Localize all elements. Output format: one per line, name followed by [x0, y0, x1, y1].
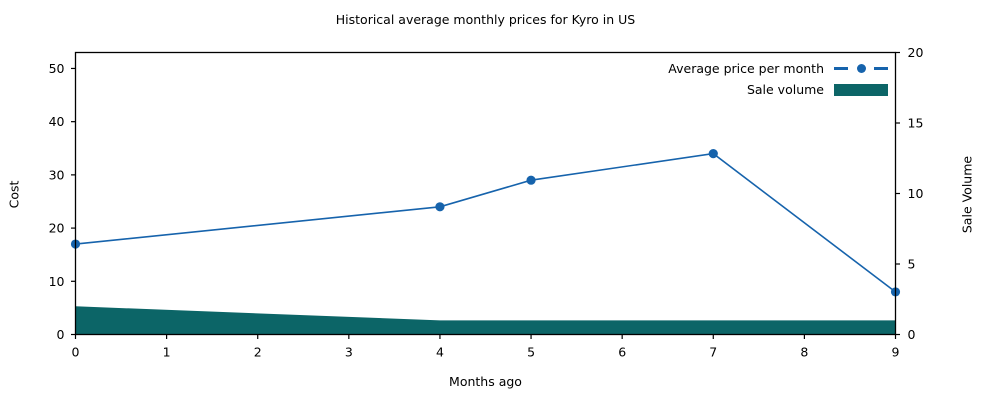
x-axis-label: Months ago	[449, 374, 522, 389]
y-right-tick-label: 10	[908, 186, 924, 201]
x-tick-label: 1	[163, 345, 171, 360]
legend: Average price per month Sale volume	[668, 60, 888, 98]
y-left-tick-label: 0	[57, 327, 65, 342]
y-left-tick-label: 10	[49, 274, 65, 289]
legend-item-price: Average price per month	[668, 60, 888, 77]
price-marker	[708, 148, 718, 159]
y-right-tick-label: 0	[908, 327, 916, 342]
x-tick-label: 6	[618, 345, 626, 360]
legend-item-volume: Sale volume	[747, 81, 888, 98]
x-tick-label: 8	[800, 345, 808, 360]
legend-label-volume: Sale volume	[746, 82, 824, 97]
price-line	[75, 152, 896, 293]
y-left-tick-label: 40	[49, 114, 65, 129]
legend-dash-icon	[874, 67, 888, 70]
price-marker	[435, 202, 445, 212]
y-left-tick-label: 30	[49, 167, 65, 182]
x-tick-label: 5	[527, 345, 535, 360]
y-axis-label-right: Sale Volume	[959, 155, 975, 234]
sale-volume-area	[75, 306, 896, 335]
y-right-tick-label: 15	[908, 116, 924, 131]
price-marker	[526, 175, 536, 185]
x-tick-label: 2	[254, 345, 262, 360]
legend-patch-icon	[834, 83, 888, 96]
x-tick-label: 3	[345, 345, 353, 360]
x-tick-label: 7	[709, 345, 717, 360]
y-axis-label-left: Cost	[6, 180, 22, 209]
x-tick-label: 4	[436, 345, 444, 360]
legend-label-price: Average price per month	[668, 61, 824, 76]
x-tick-label: 9	[892, 345, 900, 360]
y-right-tick-label: 20	[908, 45, 924, 60]
y-left-tick-label: 50	[49, 61, 65, 76]
legend-line-marker-sample	[834, 64, 888, 74]
y-right-tick-label: 5	[908, 257, 916, 272]
chart-title: Historical average monthly prices for Ky…	[335, 12, 636, 27]
y-left-tick-label: 20	[49, 221, 65, 236]
x-tick-label: 0	[72, 345, 80, 360]
legend-circle-marker-icon	[856, 64, 866, 73]
legend-dash-icon	[834, 67, 848, 70]
